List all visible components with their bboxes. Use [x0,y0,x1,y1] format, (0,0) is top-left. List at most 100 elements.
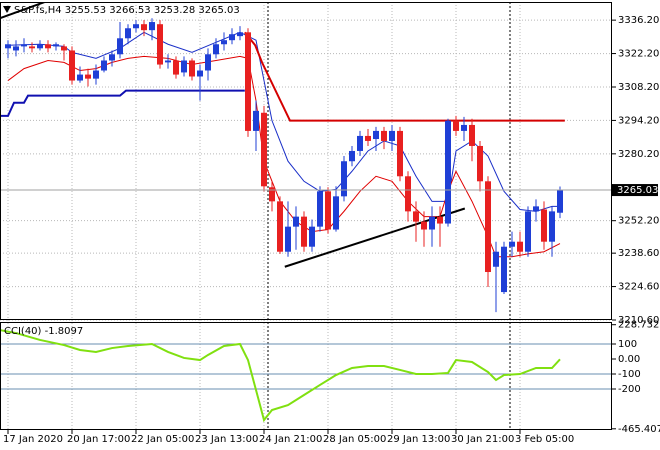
y-tick-label: 3294.20 [618,115,659,126]
y-tick-label: 3336.20 [618,15,659,26]
candle-body [429,216,435,230]
x-tick-label: 24 Jan 21:00 [259,434,322,445]
price-frame [0,2,612,320]
candle-body [341,161,347,197]
candle-body [61,46,67,51]
cci-line [0,329,561,423]
y-tick-label: 3238.60 [618,248,659,259]
candle-body [461,124,467,131]
candle-body [349,150,355,162]
candle-body [533,206,539,212]
candle-body [229,34,235,41]
x-tick-label: 17 Jan 2020 [3,434,63,445]
candle-body [397,130,403,177]
candle-body [453,120,459,131]
candle-body [365,135,371,141]
candle-body [301,216,307,247]
candle-body [309,226,315,247]
x-tick-label: 29 Jan 13:00 [387,434,450,445]
candle-body [325,191,331,230]
candle-body [77,74,83,81]
y-tick-label: 3224.60 [618,282,659,293]
candle-body [333,196,339,230]
price-panel [0,2,612,313]
y-tick-label: -200 [618,384,641,395]
candle-body [45,44,51,49]
y-tick-label: -465.4077 [618,424,660,435]
x-tick-label: 3 Feb 05:00 [515,434,574,445]
candle-body [381,130,387,141]
candle-body [221,40,227,45]
indicator-line [0,89,245,117]
indicator-line [244,31,565,122]
x-tick-label: 30 Jan 21:00 [451,434,514,445]
x-tick-label: 28 Jan 05:00 [323,434,386,445]
candle-body [205,54,211,71]
candle-body [493,251,499,267]
candle-body [557,190,563,213]
candle-body [525,211,531,252]
candle-body [389,130,395,141]
candle-body [293,216,299,227]
current-price-label: 3265.03 [617,185,658,196]
x-tick-label: 23 Jan 13:00 [195,434,258,445]
candle-body [93,70,99,79]
candle-body [5,44,11,49]
candle-body [501,246,507,293]
candle-body [53,44,59,47]
candle-body [157,24,163,65]
x-tick-label: 22 Jan 05:00 [131,434,194,445]
candle-body [29,46,35,49]
candle-body [437,216,443,224]
y-tick-label: 3280.20 [618,149,659,160]
candle-body [237,32,243,37]
candle-body [173,60,179,75]
y-tick-label: 3252.20 [618,216,659,227]
candle-body [245,32,251,131]
candle-body [277,201,283,252]
y-tick-label: -100 [618,369,641,380]
candle-body [13,46,19,51]
candle-body [373,130,379,140]
candle-body [549,211,555,242]
candle-body [125,28,131,39]
indicator-title: CCI(40) -1.8097 [4,326,83,337]
candle-body [445,120,451,224]
candle-body [413,211,419,222]
candle-body [421,221,427,230]
candle-body [317,191,323,227]
candle-body [189,60,195,77]
candle-body [357,135,363,151]
candle-body [213,44,219,55]
candle-body [149,22,155,31]
cci-frame [0,322,612,430]
candle-body [269,187,275,202]
candle-body [485,181,491,273]
candle-body [477,145,483,182]
candle-body [261,112,267,187]
candle-body [285,226,291,252]
y-tick-label: 228.7326 [618,320,660,331]
cci-panel [0,329,612,423]
candle-body [117,38,123,55]
candle-body [37,44,43,49]
current-price-box [612,184,658,197]
candle-body [141,24,147,31]
candle-body [69,50,75,81]
candle-body [165,60,171,63]
candle-body [21,44,27,47]
candle-body [133,24,139,29]
candle-body [101,60,107,71]
y-tick-label: 100 [618,339,637,350]
candle-body [541,209,547,242]
candle-body [85,74,91,79]
y-tick-label: 0.00 [618,354,640,365]
axes: 3336.20 3322.20 3308.20 3294.20 3280.20 3252.… [3,15,660,445]
candle-body [469,124,475,146]
candle-body [405,176,411,212]
candle-body [197,70,203,77]
candle-body [253,110,259,131]
title-icon [3,6,11,13]
candle-body [109,54,115,61]
candle-body [509,241,515,247]
